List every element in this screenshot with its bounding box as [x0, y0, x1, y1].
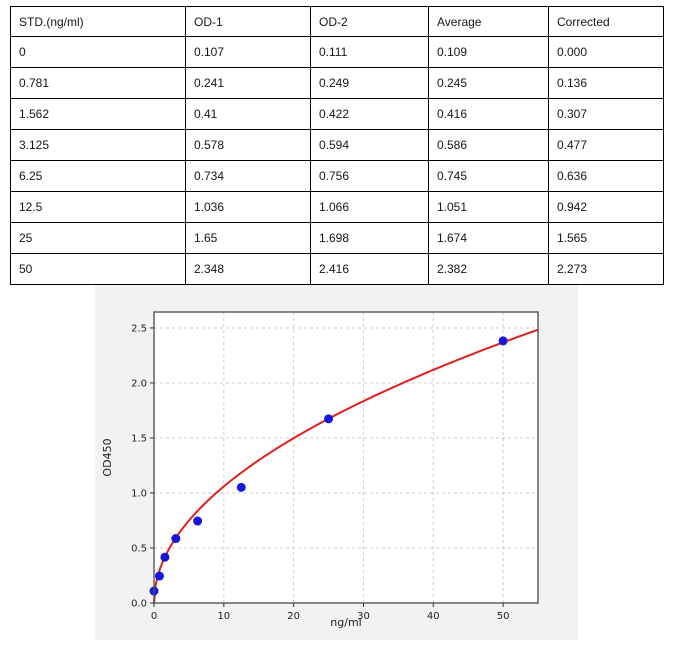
table-cell: 0.109 — [428, 36, 549, 68]
table-cell: 0.136 — [548, 67, 664, 99]
table-cell: 0.578 — [185, 129, 311, 161]
table-cell: 2.273 — [548, 253, 664, 285]
standard-curve-figure: 0 10 20 30 40 50 0.0 0.5 1.0 1.5 2.0 2.5 ng/ml OD450 — [95, 285, 578, 640]
table-cell: 0.734 — [185, 160, 311, 192]
table-cell: 0.307 — [548, 98, 664, 130]
y-tick-label: 1.0 — [131, 488, 147, 499]
table-cell: 1.698 — [310, 222, 429, 254]
standards-table-head: STD.(ng/ml) OD-1 OD-2 Average Corrected — [10, 6, 664, 37]
standards-table-body: 0 0.107 0.111 0.109 0.000 0.781 0.241 0.249 0.24… — [10, 36, 664, 285]
data-point — [160, 552, 170, 562]
data-point — [498, 336, 508, 346]
x-tick-label: 40 — [427, 611, 440, 622]
x-tick-label: 10 — [217, 611, 230, 622]
table-cell: 12.5 — [10, 191, 186, 223]
standards-table: STD.(ng/ml) OD-1 OD-2 Average Corrected 0 0.1… — [10, 6, 664, 285]
table-row: 6.25 0.734 0.756 0.745 0.636 — [10, 160, 664, 192]
header-cell: STD.(ng/ml) — [10, 6, 186, 37]
table-cell: 0.594 — [310, 129, 429, 161]
data-point — [236, 482, 246, 492]
table-cell: 0.942 — [548, 191, 664, 223]
fit-curve-line — [153, 328, 539, 604]
data-point — [324, 414, 334, 424]
table-row: 50 2.348 2.416 2.382 2.273 — [10, 253, 664, 285]
standard-curve-chart: 0 10 20 30 40 50 0.0 0.5 1.0 1.5 2.0 2.5 ng/ml OD450 — [101, 311, 539, 629]
table-cell: 0.416 — [428, 98, 549, 130]
table-row: 0 0.107 0.111 0.109 0.000 — [10, 36, 664, 68]
y-tick-label: 0.5 — [131, 543, 147, 554]
table-cell: 1.036 — [185, 191, 311, 223]
table-cell: 50 — [10, 253, 186, 285]
table-row: 25 1.65 1.698 1.674 1.565 — [10, 222, 664, 254]
table-row: 1.562 0.41 0.422 0.416 0.307 — [10, 98, 664, 130]
table-cell: 1.066 — [310, 191, 429, 223]
data-point — [171, 534, 181, 544]
table-cell: 0 — [10, 36, 186, 68]
data-point — [193, 516, 203, 526]
table-cell: 0.249 — [310, 67, 429, 99]
table-cell: 1.562 — [10, 98, 186, 130]
table-cell: 2.382 — [428, 253, 549, 285]
y-axis-label: OD450 — [101, 438, 114, 476]
table-row: 0.781 0.241 0.249 0.245 0.136 — [10, 67, 664, 99]
y-tick-label: 2.0 — [131, 378, 147, 389]
table-cell: 0.000 — [548, 36, 664, 68]
table-cell: 25 — [10, 222, 186, 254]
y-tick-label: 2.5 — [131, 323, 147, 334]
table-row: 3.125 0.578 0.594 0.586 0.477 — [10, 129, 664, 161]
header-cell: OD-2 — [310, 6, 429, 37]
table-cell: 0.422 — [310, 98, 429, 130]
plot-border — [153, 311, 539, 604]
table-cell: 0.756 — [310, 160, 429, 192]
table-cell: 2.416 — [310, 253, 429, 285]
table-cell: 3.125 — [10, 129, 186, 161]
table-cell: 0.41 — [185, 98, 311, 130]
header-cell: OD-1 — [185, 6, 311, 37]
table-cell: 6.25 — [10, 160, 186, 192]
header-cell: Corrected — [548, 6, 664, 37]
header-cell: Average — [428, 6, 549, 37]
table-row: 12.5 1.036 1.066 1.051 0.942 — [10, 191, 664, 223]
table-cell: 0.636 — [548, 160, 664, 192]
data-point — [154, 571, 164, 581]
table-cell: 1.051 — [428, 191, 549, 223]
table-cell: 0.586 — [428, 129, 549, 161]
x-axis-label: ng/ml — [330, 616, 361, 629]
table-cell: 0.781 — [10, 67, 186, 99]
table-cell: 2.348 — [185, 253, 311, 285]
table-cell: 0.111 — [310, 36, 429, 68]
y-tick-label: 1.5 — [131, 433, 147, 444]
table-cell: 0.745 — [428, 160, 549, 192]
table-cell: 0.477 — [548, 129, 664, 161]
table-cell: 0.241 — [185, 67, 311, 99]
table-cell: 0.245 — [428, 67, 549, 99]
x-tick-label: 30 — [357, 611, 370, 622]
x-tick-label: 0 — [151, 611, 157, 622]
x-tick-label: 20 — [287, 611, 300, 622]
table-cell: 1.65 — [185, 222, 311, 254]
header-row: STD.(ng/ml) OD-1 OD-2 Average Corrected — [10, 6, 664, 37]
x-tick-label: 50 — [497, 611, 510, 622]
table-cell: 1.565 — [548, 222, 664, 254]
plot-area — [154, 312, 538, 603]
table-cell: 0.107 — [185, 36, 311, 68]
table-cell: 1.674 — [428, 222, 549, 254]
y-tick-label: 0.0 — [131, 599, 147, 610]
